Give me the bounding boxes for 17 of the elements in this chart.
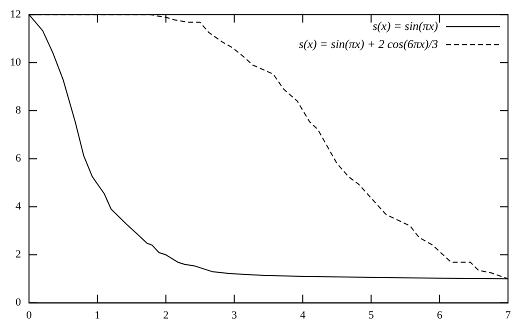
y-tick-label: 6 [16, 152, 22, 165]
y-tick-label: 2 [16, 248, 21, 261]
x-tick-label: 0 [26, 309, 32, 322]
x-tick-label: 6 [436, 309, 443, 322]
y-tick-label: 8 [16, 104, 22, 117]
y-tick-label: 4 [16, 200, 22, 213]
x-tick-label: 4 [300, 309, 306, 322]
x-tick-label: 2 [163, 309, 169, 322]
y-tick-label: 0 [16, 296, 22, 309]
y-tick-label: 12 [10, 8, 21, 20]
x-tick-label: 5 [368, 309, 374, 322]
x-tick-label: 3 [232, 309, 238, 322]
legend-label: s(x) = sin(πx) [372, 18, 438, 33]
x-tick-label: 1 [94, 309, 100, 322]
x-tick-label: 7 [505, 309, 512, 322]
y-tick-label: 10 [10, 56, 22, 69]
legend-label: s(x) = sin(πx) + 2 cos(6πx)/3 [298, 36, 438, 51]
